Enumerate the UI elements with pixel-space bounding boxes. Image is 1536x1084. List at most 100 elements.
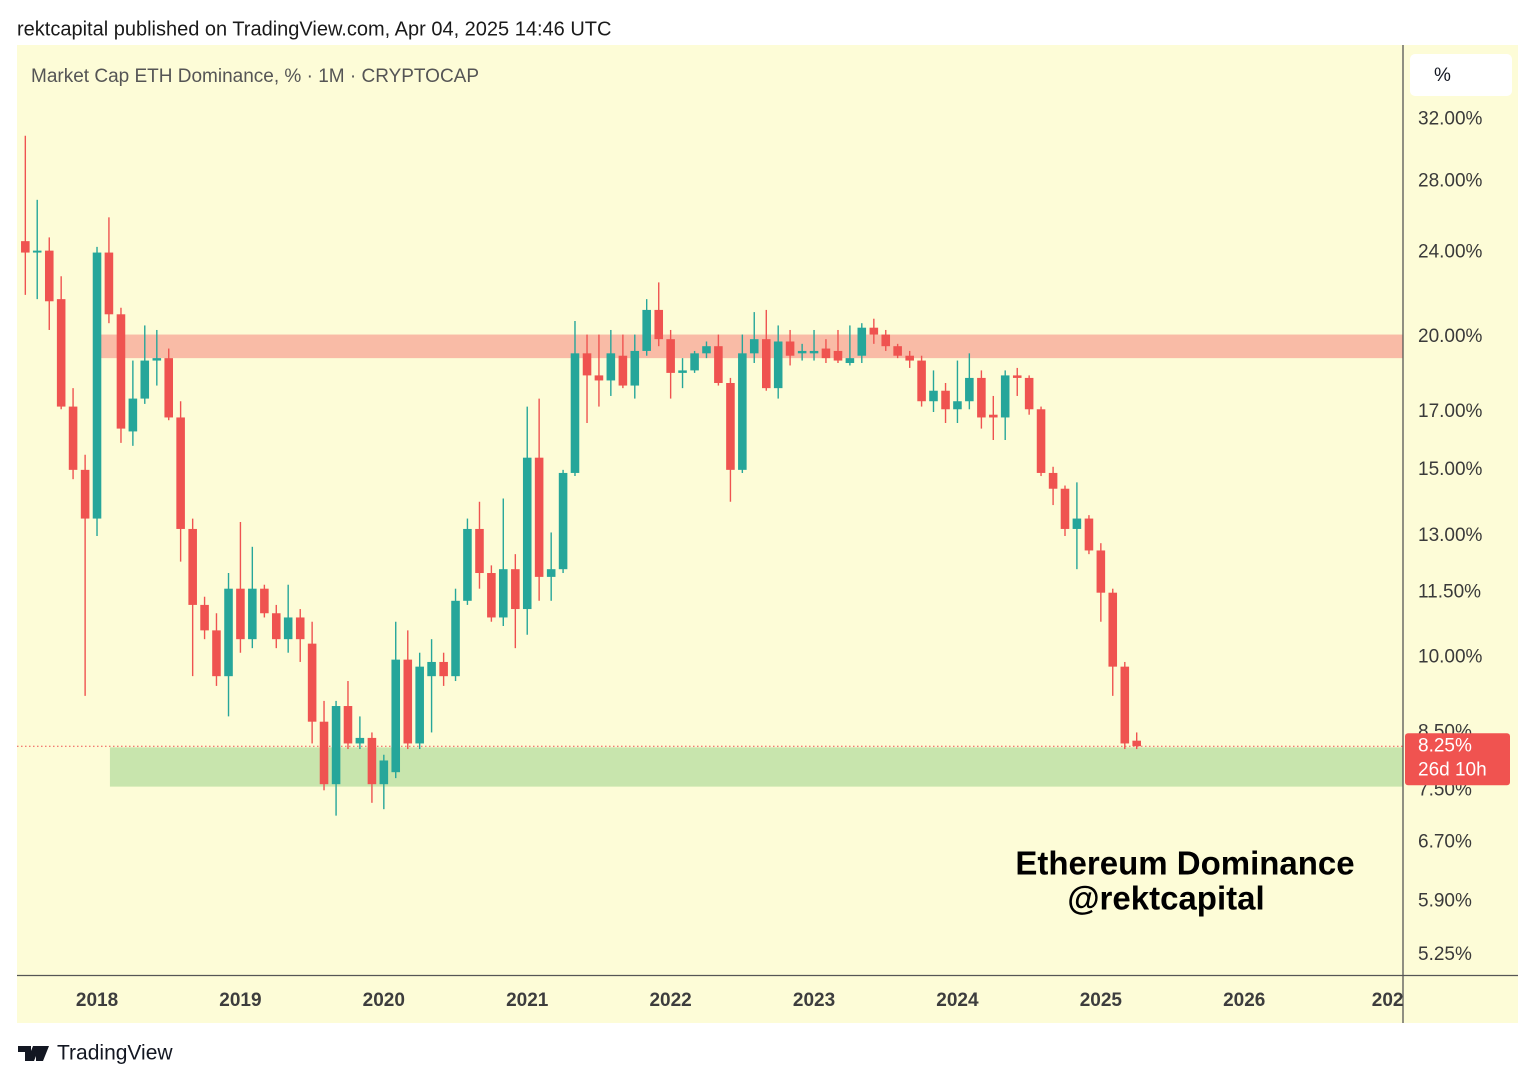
candle-body <box>893 346 902 356</box>
candle-body <box>953 401 962 410</box>
candle-body <box>941 390 950 410</box>
candle-body <box>427 661 436 677</box>
candle-body <box>92 252 102 519</box>
candle-body <box>738 353 747 470</box>
x-tick-label: 2024 <box>936 990 979 1011</box>
last-price-box <box>1405 733 1510 786</box>
candle-body <box>726 383 735 470</box>
brand: TradingView <box>57 1042 173 1065</box>
annotation: Ethereum Dominance <box>1015 845 1354 882</box>
candle-body <box>666 339 675 373</box>
candle-body <box>236 588 245 640</box>
candle-body <box>1120 666 1130 744</box>
candle-body <box>881 334 891 347</box>
candle-body <box>498 569 508 618</box>
y-tick-label: 6.70% <box>1418 831 1472 852</box>
candle-body <box>785 341 795 356</box>
series-legend: Market Cap ETH Dominance, % · 1M · CRYPT… <box>31 66 479 87</box>
x-tick-label: 2020 <box>363 990 405 1011</box>
last-price-label: 8.25% <box>1418 735 1472 756</box>
candle-body <box>487 573 496 618</box>
candle-body <box>570 353 580 473</box>
candle-body <box>439 661 448 677</box>
header: rektcapital published on TradingView.com… <box>17 18 611 40</box>
candle-body <box>140 360 150 399</box>
candle-body <box>1012 375 1022 378</box>
plot-area <box>17 135 1403 816</box>
candle-body <box>80 469 90 519</box>
candle-body <box>833 350 843 361</box>
candle-body <box>307 643 317 722</box>
x-tick-label: 2021 <box>506 990 549 1011</box>
x-tick-label: 202 <box>1372 990 1404 1011</box>
candle-body <box>343 706 353 744</box>
candle-body <box>415 666 424 744</box>
candle-body <box>68 406 78 470</box>
candle-body <box>546 569 556 577</box>
y-tick-label: 5.25% <box>1418 944 1472 965</box>
y-tick-label: 32.00% <box>1418 109 1483 130</box>
candle-body <box>714 346 723 384</box>
candle-body <box>558 472 568 570</box>
candle-body <box>1048 472 1058 489</box>
x-tick-label: 2019 <box>219 990 261 1011</box>
candle-body <box>773 341 783 389</box>
candle-body <box>869 327 879 335</box>
candle-body <box>606 353 616 381</box>
y-tick-label: 20.00% <box>1418 326 1483 347</box>
candle-body <box>391 659 401 773</box>
candle-body <box>212 630 221 677</box>
candle-body <box>1060 488 1070 529</box>
y-tick-label: 24.00% <box>1418 242 1483 263</box>
candle-body <box>618 355 628 386</box>
candle-body <box>104 252 114 315</box>
candle-body <box>654 309 664 340</box>
candle-body <box>56 299 66 407</box>
candle-body <box>463 528 472 601</box>
y-tick-label: 5.90% <box>1418 890 1472 911</box>
candle-body <box>534 457 544 577</box>
y-tick-label: 10.00% <box>1418 646 1483 667</box>
candle-body <box>379 760 389 785</box>
candle-body <box>702 346 711 354</box>
candle-body <box>271 613 281 640</box>
candle-body <box>128 398 138 432</box>
candle-body <box>594 375 604 381</box>
scale-button-label[interactable]: % <box>1434 65 1451 86</box>
candle-body <box>403 659 413 744</box>
candle-body <box>809 350 819 354</box>
candle-body <box>857 327 867 356</box>
y-tick-label: 17.00% <box>1418 401 1483 422</box>
candle-body <box>977 377 986 418</box>
candle-body <box>248 588 257 640</box>
zone <box>99 334 1403 359</box>
candle-body <box>164 358 174 418</box>
candle-body <box>152 358 162 361</box>
candle-body <box>451 600 460 677</box>
candle-body <box>1024 377 1034 410</box>
candle-body <box>200 604 209 631</box>
logo <box>18 1046 49 1061</box>
candle-body <box>188 528 197 605</box>
candle-body <box>630 350 640 386</box>
candle-body <box>319 721 329 785</box>
y-tick-label: 13.00% <box>1418 525 1483 546</box>
y-tick-label: 15.00% <box>1418 459 1483 480</box>
candle-body <box>690 353 699 371</box>
candle-body <box>44 250 54 302</box>
candle-body <box>1132 740 1141 747</box>
candle-body <box>1084 518 1094 551</box>
x-tick-label: 2025 <box>1080 990 1123 1011</box>
candle-body <box>917 360 926 402</box>
candle-body <box>749 339 759 354</box>
scale-button[interactable] <box>1410 54 1512 96</box>
candle-body <box>32 250 42 253</box>
candle-body <box>905 355 914 361</box>
countdown: 26d 10h <box>1418 759 1487 780</box>
candle-body <box>260 588 269 614</box>
candle-body <box>582 353 592 376</box>
candle-body <box>511 569 520 610</box>
candle-body <box>821 348 831 359</box>
candle-body <box>965 377 974 402</box>
